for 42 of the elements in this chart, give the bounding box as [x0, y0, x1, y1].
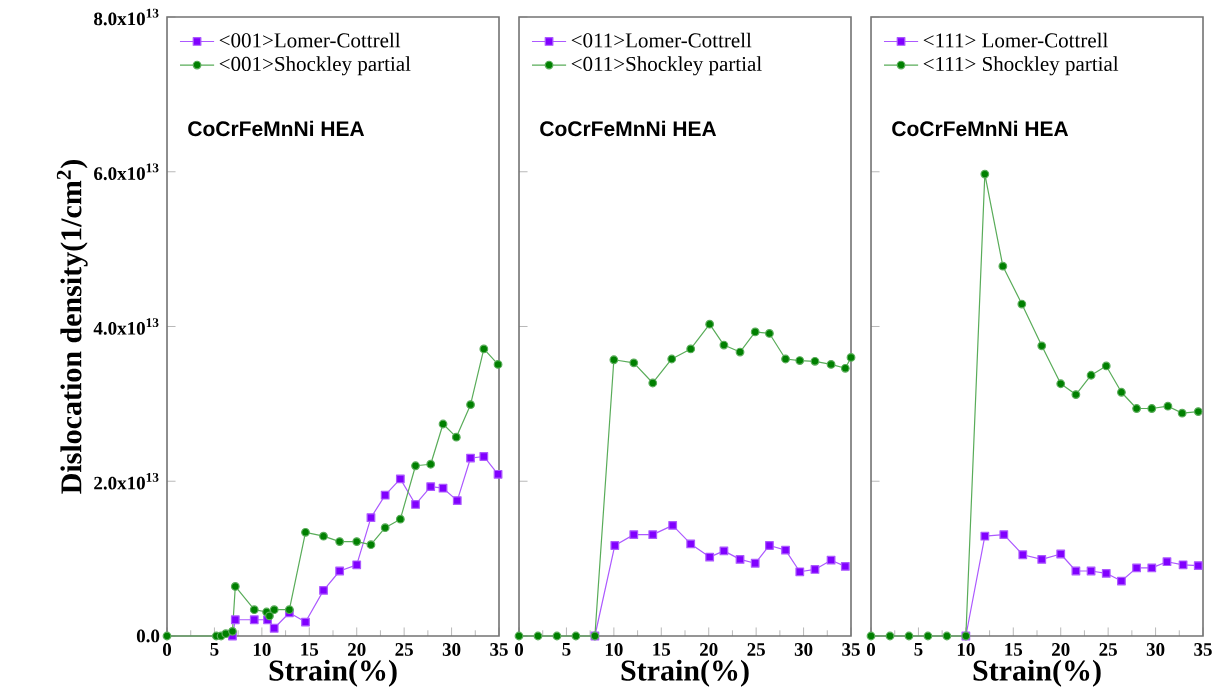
x-tick-label: 5 — [562, 643, 571, 656]
x-tick-label: 10 — [253, 643, 271, 656]
x-tick-label: 5 — [210, 643, 219, 656]
x-tick-label: 5 — [914, 643, 923, 656]
x-tick-label: 0 — [866, 643, 876, 656]
y-tick-label: 8.0x10$^{13}$ — [94, 8, 159, 26]
x-tick-label: 35 — [842, 643, 860, 656]
x-tick-label: 35 — [1194, 643, 1212, 656]
x-tick-label: 25 — [1099, 643, 1117, 656]
x-tick-label: 30 — [442, 643, 461, 656]
x-tick-label: 25 — [395, 643, 413, 656]
annotation: CoCrFeMnNi HEA — [540, 120, 717, 137]
x-tick-label: 15 — [301, 643, 319, 656]
x-tick-label: 20 — [1052, 643, 1070, 656]
x-tick-label: 20 — [700, 643, 718, 656]
x-tick-label: 25 — [747, 643, 765, 656]
x-tick-label: 15 — [1005, 643, 1023, 656]
legend-label: <001>Shockley partial — [219, 56, 411, 76]
x-tick-label: 10 — [605, 643, 623, 656]
annotation: CoCrFeMnNi HEA — [892, 120, 1069, 137]
x-tick-label: 20 — [348, 643, 366, 656]
x-tick-label: 10 — [957, 643, 975, 656]
x-axis-title: Strain(%) — [269, 659, 397, 687]
legend-label: <011>Shockley partial — [571, 56, 762, 76]
y-tick-label: 6.0x10$^{13}$ — [94, 163, 159, 181]
x-tick-label: 15 — [653, 643, 671, 656]
x-tick-label: 0 — [162, 643, 172, 656]
legend-label: <011>Lomer-Cottrell — [571, 32, 752, 48]
legend-label: <111> Lomer-Cottrell — [923, 32, 1108, 48]
annotation: CoCrFeMnNi HEA — [188, 120, 365, 137]
legend-label: <001>Lomer-Cottrell — [219, 32, 401, 48]
x-tick-label: 0 — [514, 643, 524, 656]
x-tick-label: 30 — [794, 643, 813, 656]
y-axis-title: Dislocation density(1/cm$^{2}$) — [56, 160, 88, 494]
x-axis-title: Strain(%) — [973, 659, 1101, 687]
x-axis-title: Strain(%) — [621, 659, 749, 687]
y-tick-label: 0.0 — [136, 629, 160, 643]
x-tick-label: 35 — [490, 643, 508, 656]
y-tick-label: 4.0x10$^{13}$ — [93, 318, 159, 335]
legend-label: <111> Shockley partial — [923, 56, 1119, 76]
x-tick-label: 30 — [1146, 643, 1165, 656]
y-tick-label: 2.0x10$^{13}$ — [94, 472, 159, 490]
